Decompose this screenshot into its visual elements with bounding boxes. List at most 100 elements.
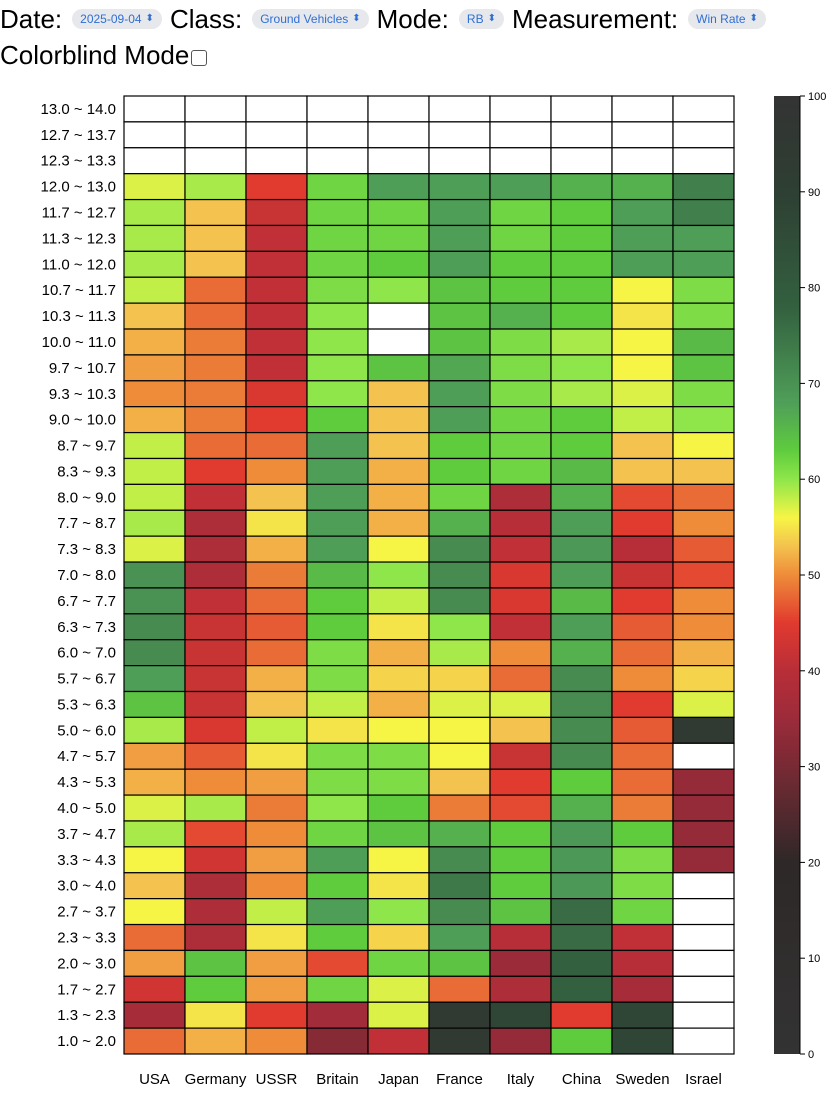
heatmap-cell [123,431,186,460]
heatmap-cell [672,302,735,330]
heatmap-cell [672,147,735,175]
heatmap-cell [672,1001,735,1029]
heatmap-cell [367,173,430,201]
heatmap-cell [123,587,186,615]
heatmap-cell [245,147,308,175]
heatmap-cell [184,406,247,434]
heatmap-cell [489,406,552,434]
heatmap-cell [306,509,369,537]
heatmap-cell [367,975,430,1003]
heatmap-cell [428,457,491,485]
heatmap-cell [611,794,674,822]
heatmap-cell [306,923,369,952]
heatmap-cell [672,794,735,822]
heatmap-cell [489,949,552,977]
heatmap-cell [184,380,247,408]
heatmap-cell [672,457,735,485]
y-tick-label: 11.7 ~ 12.7 [42,205,116,222]
heatmap-cell [245,742,308,770]
heatmap-cell [123,872,186,900]
heatmap-cell [367,716,430,744]
heatmap-cell [245,872,308,900]
heatmap-cell [184,328,247,356]
heatmap-cell [611,587,674,615]
heatmap-cell [489,690,552,719]
date-select[interactable]: 2025-09-04 ⬍ [72,9,162,29]
heatmap-cell [428,1001,491,1029]
heatmap-cell [123,639,186,667]
heatmap-cell [184,121,247,149]
heatmap-cell [306,716,369,744]
heatmap-cell [184,898,247,926]
heatmap-cell [672,975,735,1003]
heatmap-cell [550,95,613,123]
colorblind-checkbox[interactable] [191,50,208,66]
heatmap-cell [306,173,369,201]
heatmap-cell [672,328,735,356]
y-tick-label: 1.0 ~ 2.0 [57,1033,116,1050]
heatmap-cell [245,431,308,460]
heatmap-cell [245,457,308,485]
heatmap-cell [428,483,491,511]
heatmap-cell [306,224,369,252]
heatmap-cell [306,250,369,278]
heatmap-cell [367,794,430,822]
date-label: Date: [0,4,63,34]
heatmap-cell [428,872,491,900]
heatmap-cell [550,820,613,848]
heatmap-cell [611,147,674,175]
heatmap-cell [184,535,247,563]
heatmap-cell [611,483,674,511]
heatmap-cell [306,613,369,641]
heatmap-cell [123,1027,186,1055]
heatmap-cell [428,173,491,201]
heatmap-cell [367,898,430,926]
heatmap-cell [245,846,308,874]
mode-select[interactable]: RB ⬍ [458,9,504,29]
class-select[interactable]: Ground Vehicles ⬍ [252,9,369,29]
heatmap-cell [306,198,369,227]
heatmap-cell [428,406,491,434]
heatmap-cell [367,224,430,252]
heatmap-cell [428,794,491,822]
heatmap-cell [123,457,186,485]
heatmap-cell [611,276,674,304]
heatmap-cell [123,975,186,1003]
heatmap-cell [306,1027,369,1055]
heatmap-cell [611,716,674,744]
heatmap-cell [428,587,491,615]
heatmap-cell [611,250,674,278]
heatmap-cell [184,665,247,693]
heatmap-cell [550,949,613,977]
heatmap-cell [489,509,552,537]
heatmap-cell [611,1027,674,1055]
heatmap-cell [306,846,369,874]
heatmap-cell [550,406,613,434]
y-tick-label: 7.3 ~ 8.3 [57,541,116,558]
heatmap-cell [672,949,735,977]
heatmap-cell [184,198,247,227]
heatmap-cell [123,483,186,511]
heatmap-cell [489,794,552,822]
heatmap-cell [245,794,308,822]
measurement-select[interactable]: Win Rate ⬍ [688,9,766,29]
heatmap-cell [611,1001,674,1029]
heatmap-cell [672,509,735,537]
heatmap-cell [611,846,674,874]
heatmap-cell [367,690,430,719]
y-tick-label: 2.0 ~ 3.0 [57,955,116,972]
heatmap-cell [184,561,247,589]
heatmap-cell [306,561,369,589]
heatmap-cell [550,923,613,952]
heatmap-cell [672,665,735,693]
heatmap-cell [184,276,247,304]
heatmap-cell [489,354,552,382]
up-down-chevron-icon: ⬍ [487,13,496,24]
heatmap-cell [123,561,186,589]
heatmap-cell [184,846,247,874]
heatmap-cell [428,923,491,952]
heatmap-cell [367,1001,430,1029]
heatmap-cell [306,1001,369,1029]
heatmap-cell [245,250,308,278]
heatmap-cell [123,923,186,952]
